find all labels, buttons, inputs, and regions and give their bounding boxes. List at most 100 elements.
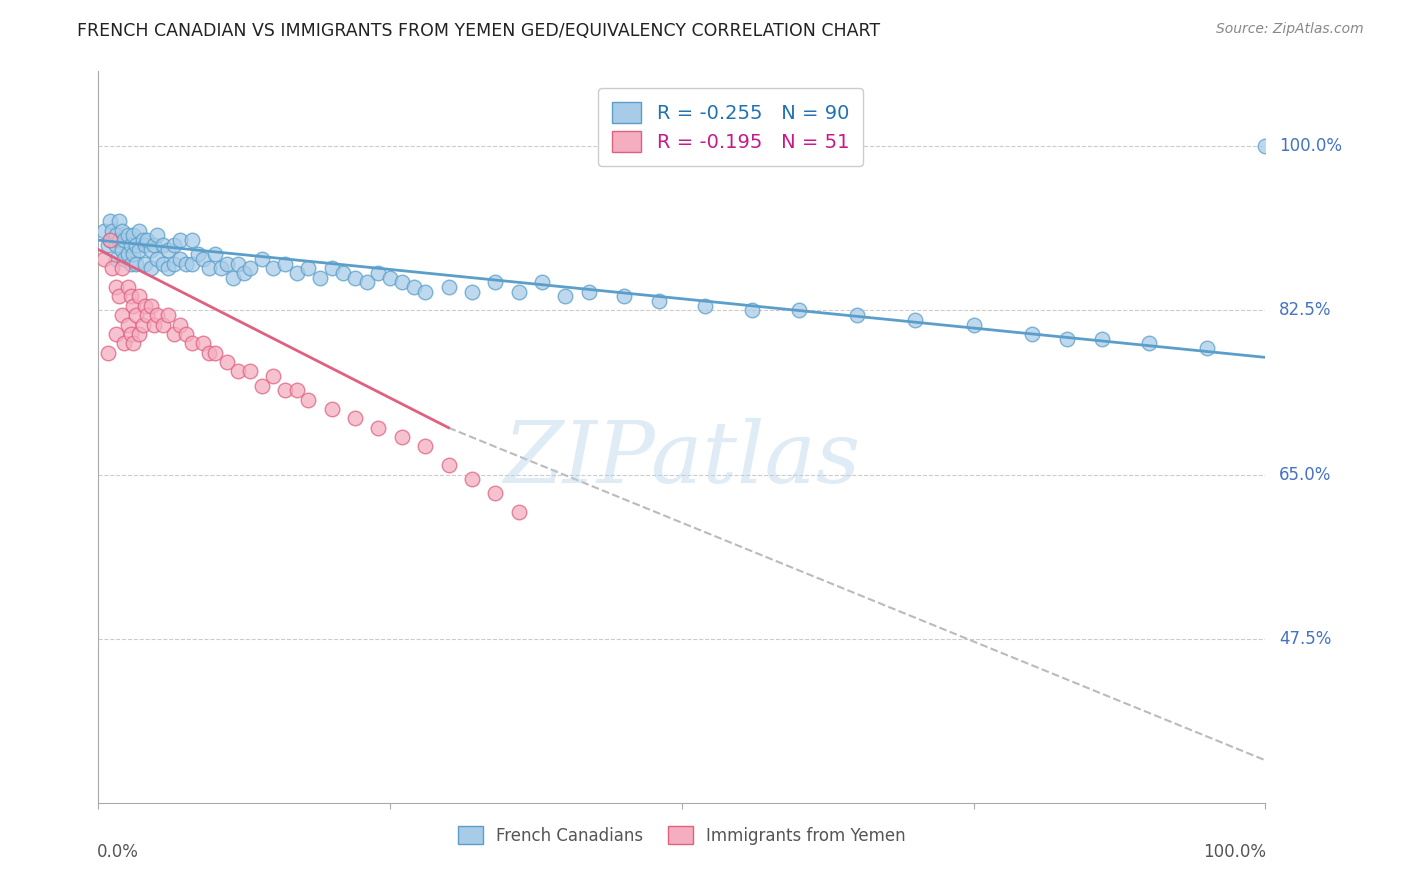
Point xyxy=(128,224,150,238)
Point xyxy=(163,326,186,341)
Point xyxy=(215,355,238,369)
Point xyxy=(152,318,174,332)
Point xyxy=(169,318,191,332)
Point xyxy=(233,266,256,280)
Point xyxy=(169,252,191,266)
Point xyxy=(112,233,135,247)
Point xyxy=(1137,336,1160,351)
Point xyxy=(128,289,150,303)
Point xyxy=(146,252,169,266)
Text: 65.0%: 65.0% xyxy=(1279,466,1331,483)
Point xyxy=(120,257,142,271)
Point xyxy=(187,247,209,261)
Point xyxy=(508,285,530,299)
Point xyxy=(112,252,135,266)
Point xyxy=(437,280,460,294)
Point xyxy=(125,308,148,322)
Point xyxy=(204,345,226,359)
Point xyxy=(613,289,636,303)
Point xyxy=(1021,326,1043,341)
Point xyxy=(122,336,145,351)
Point xyxy=(239,261,262,276)
Point xyxy=(132,233,155,247)
Point xyxy=(367,266,389,280)
Point xyxy=(530,276,553,290)
Point xyxy=(180,257,202,271)
Point xyxy=(108,233,131,247)
Point xyxy=(484,486,506,500)
Point xyxy=(578,285,600,299)
Point xyxy=(274,383,297,397)
Point xyxy=(111,261,134,276)
Point xyxy=(962,318,984,332)
Point xyxy=(741,303,763,318)
Point xyxy=(111,224,134,238)
Text: ZIPatlas: ZIPatlas xyxy=(503,417,860,500)
Point xyxy=(321,261,343,276)
Point xyxy=(174,257,197,271)
Point xyxy=(228,257,250,271)
Point xyxy=(134,257,156,271)
Point xyxy=(104,252,127,266)
Text: 82.5%: 82.5% xyxy=(1279,301,1331,319)
Point xyxy=(120,237,142,252)
Point xyxy=(98,214,121,228)
Point xyxy=(136,233,159,247)
Point xyxy=(128,243,150,257)
Point xyxy=(134,299,156,313)
Point xyxy=(111,243,134,257)
Point xyxy=(97,237,120,252)
Point xyxy=(344,411,367,425)
Point xyxy=(157,261,180,276)
Point xyxy=(117,247,139,261)
Point xyxy=(122,247,145,261)
Point xyxy=(104,326,127,341)
Point xyxy=(98,233,121,247)
Text: Source: ZipAtlas.com: Source: ZipAtlas.com xyxy=(1216,22,1364,37)
Point xyxy=(120,289,142,303)
Point xyxy=(112,336,135,351)
Point xyxy=(101,224,124,238)
Point xyxy=(139,261,162,276)
Point xyxy=(461,472,484,486)
Point xyxy=(97,345,120,359)
Point xyxy=(297,261,319,276)
Point xyxy=(484,276,506,290)
Point xyxy=(157,308,180,322)
Point xyxy=(262,261,284,276)
Point xyxy=(437,458,460,473)
Point xyxy=(193,252,215,266)
Point xyxy=(152,237,174,252)
Point xyxy=(125,257,148,271)
Point xyxy=(104,228,127,243)
Point xyxy=(128,326,150,341)
Point xyxy=(143,318,166,332)
Point xyxy=(136,308,159,322)
Point xyxy=(239,364,262,378)
Point xyxy=(143,237,166,252)
Text: 47.5%: 47.5% xyxy=(1279,630,1331,648)
Point xyxy=(163,237,186,252)
Point xyxy=(1254,139,1277,153)
Point xyxy=(209,261,232,276)
Point xyxy=(321,401,343,416)
Point xyxy=(104,280,127,294)
Point xyxy=(108,214,131,228)
Point xyxy=(344,270,367,285)
Point xyxy=(163,257,186,271)
Point xyxy=(413,440,436,454)
Text: 100.0%: 100.0% xyxy=(1279,137,1343,155)
Point xyxy=(332,266,354,280)
Point xyxy=(122,299,145,313)
Point xyxy=(117,318,139,332)
Text: 100.0%: 100.0% xyxy=(1204,843,1267,861)
Point xyxy=(402,280,425,294)
Point xyxy=(139,299,162,313)
Point xyxy=(297,392,319,407)
Text: 0.0%: 0.0% xyxy=(97,843,139,861)
Point xyxy=(461,285,484,299)
Point xyxy=(413,285,436,299)
Point xyxy=(125,237,148,252)
Point xyxy=(198,345,221,359)
Point xyxy=(180,336,202,351)
